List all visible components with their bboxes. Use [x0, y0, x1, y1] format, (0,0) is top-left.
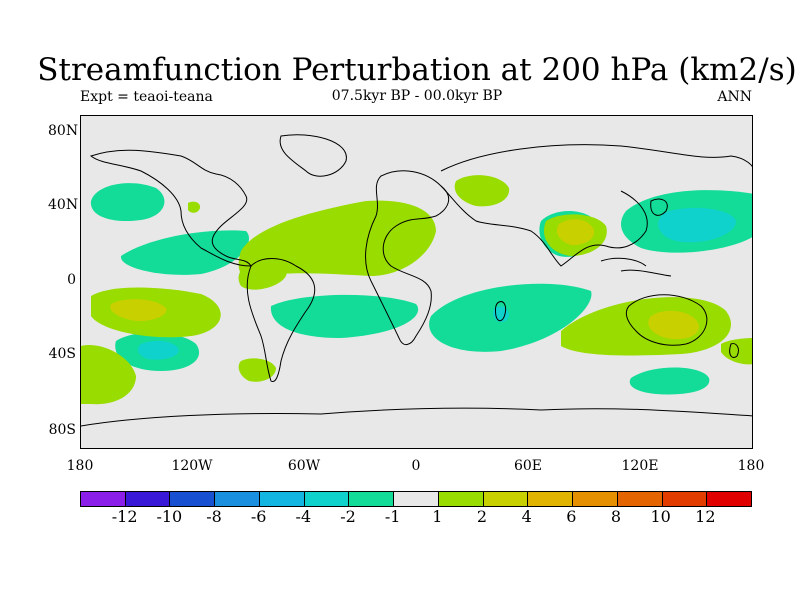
colorbar-swatch: [707, 492, 752, 506]
colorbar-tick-label: 6: [566, 507, 577, 526]
colorbar-tick-label: 4: [521, 507, 532, 526]
lon-label-120w: 120W: [171, 458, 213, 474]
colorbar-swatch: [662, 492, 708, 506]
colorbar-tick-label: -1: [384, 507, 401, 526]
pos-region-north-atlantic: [238, 200, 436, 279]
lon-label-180w: 180: [66, 458, 94, 474]
colorbar-swatch: [483, 492, 529, 506]
lat-label-80n: 80N: [48, 123, 79, 139]
map-panel: [80, 115, 753, 449]
colorbar-swatch: [215, 492, 260, 506]
coast-maritime-continent: [600, 257, 672, 277]
colorbar-swatch: [394, 492, 439, 506]
colorbar-swatch: [617, 492, 663, 506]
pos-region-south-pacific-west: [81, 345, 136, 405]
lat-label-40s: 40S: [48, 346, 76, 362]
colorbar-tick-label: -4: [295, 507, 312, 526]
colorbar-tick-label: -6: [250, 507, 267, 526]
pos-core-south-pacific: [110, 299, 167, 322]
colorbar-tick-label: 1: [432, 507, 443, 526]
pos-region-central-asia: [454, 175, 510, 207]
neg-region-south-indian: [429, 283, 592, 352]
coast-eurasia: [440, 144, 752, 267]
coast-australia: [625, 294, 708, 346]
pos-region-southwest-pacific: [721, 338, 752, 365]
colorbar-tick-label: 10: [650, 507, 671, 526]
lon-label-120e: 120E: [621, 458, 659, 474]
neg-region-south-atlantic: [270, 294, 419, 338]
colorbar-swatch: [573, 492, 618, 506]
neg-region-north-pacific: [90, 183, 165, 222]
coast-europe-africa: [365, 170, 450, 345]
negative-anomaly-regions: [90, 183, 752, 395]
lon-label-60w: 60W: [287, 458, 321, 474]
colorbar-swatch: [438, 492, 484, 506]
lat-label-40n: 40N: [48, 197, 79, 213]
colorbar-swatch: [349, 492, 395, 506]
colorbar-tick-label: 2: [476, 507, 488, 526]
neg-cyan-core-southeast: [137, 340, 179, 360]
colorbar: [80, 491, 752, 507]
lat-label-80s: 80S: [48, 422, 76, 438]
coast-japan: [650, 198, 668, 216]
pos-core-australia: [648, 310, 699, 340]
colorbar-swatch: [259, 492, 305, 506]
coast-new-zealand: [729, 343, 739, 358]
colorbar-tick-label: -10: [156, 507, 183, 526]
experiment-label: Expt = teaoi-teana: [80, 89, 213, 105]
plot-title: Streamfunction Perturbation at 200 hPa (…: [37, 52, 797, 88]
colorbar-tick-label: 8: [610, 507, 622, 526]
coast-north-america: [89, 149, 252, 267]
annual-label: ANN: [717, 89, 752, 105]
positive-anomaly-regions: [81, 175, 752, 405]
lat-label-equator: 0: [67, 272, 76, 288]
map-background: [81, 116, 752, 448]
lon-label-0: 0: [411, 458, 421, 474]
colorbar-tick-label: 12: [695, 507, 716, 526]
neg-region-south-indian-ocean: [629, 367, 710, 395]
colorbar-swatch: [304, 492, 350, 506]
colorbar-swatch: [125, 492, 171, 506]
coast-south-america: [246, 258, 316, 383]
time-period-label: 07.5kyr BP - 00.0kyr BP: [331, 88, 503, 104]
colorbar-swatch: [528, 492, 574, 506]
colorbar-tick-label: -12: [111, 507, 138, 526]
neg-cyan-core-pacific: [658, 207, 736, 243]
colorbar-tick-label: -8: [206, 507, 222, 526]
colorbar-swatch: [170, 492, 216, 506]
coast-greenland: [279, 134, 347, 177]
pos-region-australia: [561, 297, 731, 356]
colorbar-swatch: [81, 492, 126, 506]
coast-antarctica: [81, 407, 752, 427]
pos-core-india: [556, 219, 595, 246]
map-svg: [81, 116, 752, 448]
coast-madagascar: [494, 301, 507, 322]
lon-label-180e: 180: [737, 458, 765, 474]
lon-label-60e: 60E: [513, 458, 543, 474]
neg-region-central-pacific: [120, 230, 249, 275]
pos-region-north-america-small: [188, 201, 201, 213]
colorbar-tick-label: -2: [340, 507, 356, 526]
coastlines: [81, 134, 752, 427]
